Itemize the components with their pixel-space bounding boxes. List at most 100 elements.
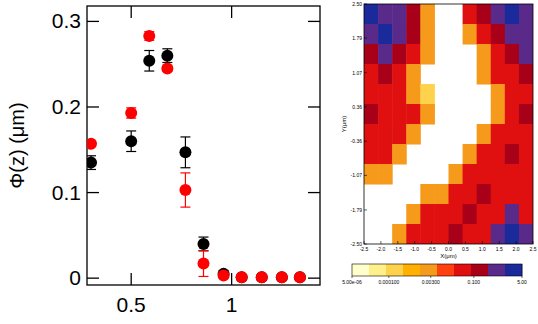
cell xyxy=(491,204,506,225)
cell xyxy=(519,104,533,125)
cell xyxy=(491,224,506,244)
y-tick xyxy=(308,192,320,193)
cell xyxy=(420,44,435,65)
y-tick xyxy=(308,21,320,22)
x-tick xyxy=(431,241,432,244)
cell xyxy=(392,64,407,85)
x-tick-label: -0.5 xyxy=(427,246,436,252)
cell xyxy=(392,44,407,65)
cell xyxy=(463,4,478,25)
cell xyxy=(364,24,379,45)
y-tick-label: 0.3 xyxy=(52,9,81,32)
cell xyxy=(505,144,520,165)
y-tick xyxy=(87,21,99,22)
plot-frame xyxy=(87,6,320,285)
cell xyxy=(505,84,520,105)
y-tick-label: 0.2 xyxy=(52,95,81,118)
x-tick xyxy=(231,6,232,18)
cell xyxy=(519,24,533,45)
point xyxy=(161,62,173,74)
cell xyxy=(406,64,421,85)
error-bar xyxy=(199,237,209,251)
cell xyxy=(406,124,421,145)
cell xyxy=(392,24,407,45)
colorbar-tick-label: 0.100 xyxy=(468,279,481,285)
cell xyxy=(463,224,478,244)
cell xyxy=(463,144,478,165)
cell xyxy=(491,4,506,25)
cell xyxy=(491,44,506,65)
colorbar-swatch xyxy=(403,264,420,276)
point xyxy=(294,271,306,283)
colorbar-tick-label: 0.000100 xyxy=(378,279,399,285)
colorbar-frame xyxy=(352,264,522,276)
cell xyxy=(392,124,407,145)
y-tick xyxy=(308,278,320,279)
heatmap-cells xyxy=(364,4,533,244)
cell xyxy=(449,224,464,244)
x-tick-label: -2.0 xyxy=(377,246,386,252)
y-axis-title: Y(μm) xyxy=(341,116,347,132)
point xyxy=(87,138,97,150)
colorbar-swatch xyxy=(454,264,471,276)
cell xyxy=(364,44,379,65)
cell xyxy=(392,224,407,244)
x-tick xyxy=(465,241,466,244)
cell xyxy=(477,164,492,185)
x-tick xyxy=(364,241,365,244)
cell xyxy=(477,144,492,165)
plot-area xyxy=(87,30,306,283)
colorbar-tick xyxy=(388,276,389,278)
x-tick-label: -1.5 xyxy=(393,246,402,252)
cell xyxy=(406,4,421,25)
error-bar xyxy=(87,156,96,170)
cell xyxy=(434,184,449,205)
cell xyxy=(477,4,492,25)
x-tick xyxy=(414,241,415,244)
cell xyxy=(378,144,393,165)
cell xyxy=(519,184,533,205)
cell xyxy=(378,44,393,65)
cell xyxy=(505,124,520,145)
y-tick xyxy=(87,278,99,279)
cell xyxy=(378,124,393,145)
cell xyxy=(406,44,421,65)
y-tick xyxy=(364,175,367,176)
colorbar-swatch xyxy=(471,264,488,276)
cell xyxy=(378,164,393,185)
x-tick-label: 0.5 xyxy=(117,293,146,316)
colorbar-swatch xyxy=(488,264,505,276)
error-bar xyxy=(162,49,172,63)
colorbar-swatch xyxy=(420,264,437,276)
point xyxy=(198,258,210,270)
cell xyxy=(519,144,533,165)
error-bar xyxy=(126,108,136,118)
y-tick xyxy=(87,106,99,107)
cell xyxy=(519,164,533,185)
colorbar-swatch xyxy=(369,264,386,276)
x-tick xyxy=(533,241,534,244)
cell xyxy=(491,164,506,185)
cell xyxy=(378,4,393,25)
y-tick-label: 2.50 xyxy=(352,1,362,7)
x-tick xyxy=(397,241,398,244)
cell xyxy=(505,64,520,85)
cell xyxy=(364,84,379,105)
cell xyxy=(420,24,435,45)
cell xyxy=(406,224,421,244)
cell xyxy=(491,144,506,165)
x-tick-label: -1.0 xyxy=(410,246,419,252)
point xyxy=(256,271,268,283)
cell xyxy=(392,4,407,25)
cell xyxy=(392,84,407,105)
point xyxy=(125,135,137,147)
cell xyxy=(378,84,393,105)
colorbar-tick xyxy=(522,276,523,278)
cell xyxy=(477,64,492,85)
cell xyxy=(406,104,421,125)
cell xyxy=(491,84,506,105)
error-bar xyxy=(126,131,136,152)
y-tick xyxy=(364,72,367,73)
cell xyxy=(491,184,506,205)
series xyxy=(87,30,306,283)
